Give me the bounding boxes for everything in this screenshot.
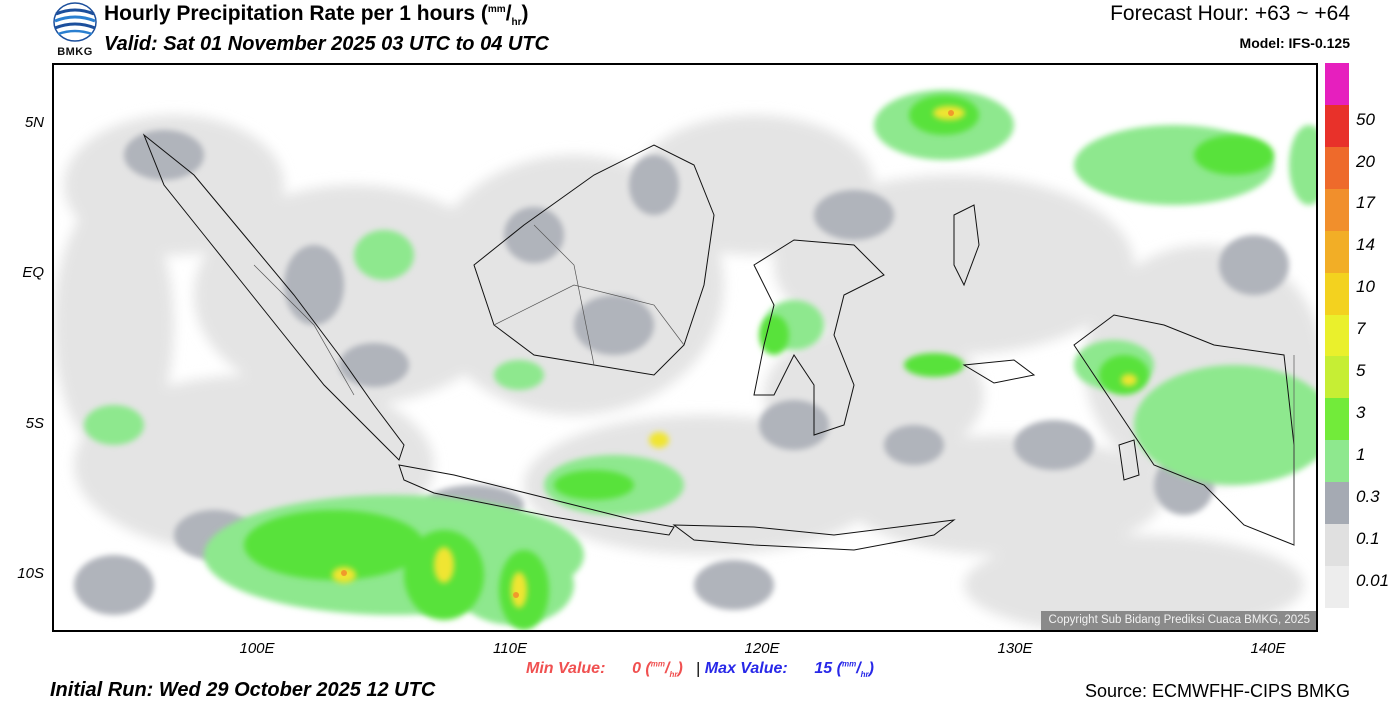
colorbar-segment [1325, 272, 1349, 315]
sumatra-outline [142, 133, 405, 461]
colorbar-label: 0.1 [1356, 528, 1380, 548]
title-main: Hourly Precipitation Rate per 1 hours ( [104, 2, 488, 25]
colorbar-segment [1325, 398, 1349, 441]
colorbar-label: 10 [1356, 277, 1375, 297]
colorbar-segment [1325, 356, 1349, 399]
max-value-group: Max Value: 15 (mm/hr) [704, 660, 874, 680]
borneo-outline [473, 144, 715, 376]
halmahera-outline [953, 204, 980, 287]
model-name: Model: IFS-0.125 [1239, 35, 1350, 51]
seram-outline [962, 359, 1036, 384]
aru-outline [1118, 439, 1140, 481]
title-unit-slash: / [505, 2, 512, 25]
colorbar-label: 5 [1356, 361, 1366, 381]
min-max-separator: | [696, 660, 701, 678]
colorbar-segment [1325, 188, 1349, 231]
rain-field-10 [341, 110, 954, 598]
min-max-values: Min Value: 0 (mm/hr) | Max Value: 15 (mm… [0, 660, 1400, 680]
colorbar-label: 50 [1356, 109, 1375, 129]
lat-label-eq: EQ [22, 264, 44, 281]
colorbar-label: 3 [1356, 403, 1366, 423]
colorbar-segment [1325, 314, 1349, 357]
chart-title: Hourly Precipitation Rate per 1 hours (m… [104, 2, 529, 28]
rain-field-5 [332, 106, 1137, 608]
colorbar-label: 1 [1356, 444, 1366, 464]
initial-run: Initial Run: Wed 29 October 2025 12 UTC [50, 679, 436, 701]
java-outline [398, 464, 675, 536]
colorbar-segment [1325, 566, 1349, 608]
colorbar-label: 17 [1356, 193, 1375, 213]
lesser-sunda-outline [672, 519, 956, 551]
colorbar-segment [1325, 146, 1349, 189]
map-canvas [54, 90, 1316, 630]
rain-field-1 [244, 95, 1274, 630]
min-value-group: Min Value: 0 (mm/hr) [525, 660, 683, 680]
colorbar-label: 20 [1356, 151, 1375, 171]
lon-label-140e: 140E [1250, 640, 1286, 657]
lon-label-130e: 130E [997, 640, 1033, 657]
max-label: Max Value: [704, 660, 788, 678]
colorbar-segment [1325, 524, 1349, 567]
colorbar-segment [1325, 63, 1349, 105]
colorbar-label: 0.3 [1356, 486, 1380, 506]
data-source: Source: ECMWFHF-CIPS BMKG [1084, 681, 1350, 701]
title-unit-denominator: hr [511, 17, 522, 29]
colorbar-label: 14 [1356, 235, 1375, 255]
bmkg-logo: BMKG [52, 2, 98, 58]
title-unit-numerator: mm [487, 4, 506, 15]
title-close: ) [521, 2, 529, 25]
sulawesi-outline [753, 239, 885, 436]
valid-time: Valid: Sat 01 November 2025 03 UTC to 04… [104, 33, 549, 55]
colorbar-label: 0.01 [1356, 570, 1390, 590]
lat-label-5s: 5S [25, 415, 44, 432]
logo-text: BMKG [57, 46, 93, 58]
forecast-hour: Forecast Hour: +63 ~ +64 [1110, 2, 1350, 25]
colorbar-segment [1325, 104, 1349, 147]
min-value: 0 [632, 660, 641, 678]
lon-label-120e: 120E [744, 640, 780, 657]
colorbar-segment [1325, 440, 1349, 483]
lon-label-100e: 100E [239, 640, 275, 657]
lon-label-110e: 110E [493, 640, 527, 657]
min-label: Min Value: [525, 660, 606, 678]
lat-label-5n: 5N [24, 114, 44, 131]
copyright-notice: Copyright Sub Bidang Prediksi Cuaca BMKG… [1040, 611, 1316, 630]
colorbar-segment [1325, 230, 1349, 273]
precipitation-map: Copyright Sub Bidang Prediksi Cuaca BMKG… [52, 63, 1318, 632]
bmkg-logo-icon [53, 2, 97, 42]
lat-label-10s: 10S [17, 565, 44, 582]
max-value: 15 [814, 660, 833, 678]
colorbar-segment [1325, 482, 1349, 525]
borders [253, 224, 1295, 545]
colorbar-label: 7 [1356, 319, 1366, 339]
colorbar [1325, 63, 1349, 608]
